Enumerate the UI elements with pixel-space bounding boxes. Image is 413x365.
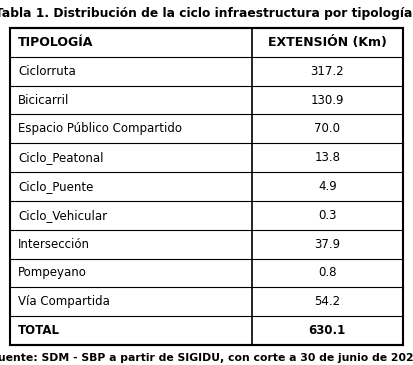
Text: Pompeyano: Pompeyano xyxy=(18,266,87,280)
Text: 0.3: 0.3 xyxy=(318,209,337,222)
Text: 630.1: 630.1 xyxy=(309,324,346,337)
Text: EXTENSIÓN (Km): EXTENSIÓN (Km) xyxy=(268,36,387,49)
Text: 13.8: 13.8 xyxy=(314,151,340,164)
Text: Vía Compartida: Vía Compartida xyxy=(18,295,110,308)
Text: Tabla 1. Distribución de la ciclo infraestructura por tipología²: Tabla 1. Distribución de la ciclo infrae… xyxy=(0,8,413,20)
Text: Ciclo_Puente: Ciclo_Puente xyxy=(18,180,93,193)
Text: Bicicarril: Bicicarril xyxy=(18,93,69,107)
Text: 130.9: 130.9 xyxy=(311,93,344,107)
Text: Fuente: SDM - SBP a partir de SIGIDU, con corte a 30 de junio de 2023: Fuente: SDM - SBP a partir de SIGIDU, co… xyxy=(0,353,413,363)
Text: Intersección: Intersección xyxy=(18,238,90,251)
Text: Ciclo_Peatonal: Ciclo_Peatonal xyxy=(18,151,104,164)
Text: 0.8: 0.8 xyxy=(318,266,337,280)
Text: Espacio Público Compartido: Espacio Público Compartido xyxy=(18,122,182,135)
Text: TIPOLOGÍA: TIPOLOGÍA xyxy=(18,36,93,49)
Text: Ciclo_Vehicular: Ciclo_Vehicular xyxy=(18,209,107,222)
Text: 54.2: 54.2 xyxy=(314,295,340,308)
Text: 70.0: 70.0 xyxy=(314,122,340,135)
Text: Ciclorruta: Ciclorruta xyxy=(18,65,76,78)
Text: 37.9: 37.9 xyxy=(314,238,340,251)
Bar xyxy=(10,28,403,345)
Text: 317.2: 317.2 xyxy=(311,65,344,78)
Text: TOTAL: TOTAL xyxy=(18,324,60,337)
Text: 4.9: 4.9 xyxy=(318,180,337,193)
